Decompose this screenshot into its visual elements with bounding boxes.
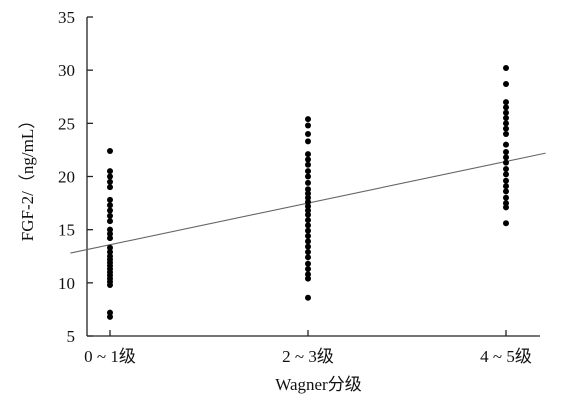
data-point <box>305 254 311 261</box>
data-point <box>107 202 113 209</box>
data-point <box>305 130 311 137</box>
data-point <box>503 177 509 184</box>
y-tick-label: 10 <box>58 274 75 293</box>
data-point <box>305 116 311 123</box>
data-point <box>305 294 311 301</box>
y-tick-label: 15 <box>58 221 75 240</box>
data-point <box>503 104 509 111</box>
y-axis-title: FGF-2/（ng/mL） <box>18 112 37 241</box>
data-point <box>503 120 509 127</box>
data-point <box>503 159 509 166</box>
x-tick-label: 4 ~ 5级 <box>480 347 532 366</box>
data-point <box>305 238 311 245</box>
data-point <box>503 99 509 106</box>
y-ticks: 5 10 15 20 25 30 35 <box>58 8 93 346</box>
data-point <box>107 196 113 203</box>
data-point <box>305 161 311 168</box>
y-tick-label: 25 <box>58 114 75 133</box>
data-point <box>305 260 311 267</box>
y-tick-label: 35 <box>58 8 75 27</box>
data-point <box>305 233 311 240</box>
data-points <box>107 65 509 320</box>
data-point <box>107 207 113 214</box>
data-point <box>107 178 113 185</box>
data-point <box>503 115 509 122</box>
y-tick-label: 5 <box>67 327 76 346</box>
data-point <box>305 179 311 186</box>
data-point <box>305 138 311 145</box>
data-point <box>305 190 311 197</box>
data-point <box>503 149 509 156</box>
data-point <box>503 204 509 211</box>
data-point <box>503 194 509 201</box>
data-point <box>503 141 509 148</box>
x-tick-label: 2 ~ 3级 <box>282 347 334 366</box>
data-point <box>107 309 113 316</box>
data-point <box>503 125 509 132</box>
data-point <box>503 200 509 207</box>
data-point <box>107 168 113 175</box>
data-point <box>503 65 509 72</box>
data-point <box>305 186 311 193</box>
data-point <box>503 130 509 137</box>
x-ticks: 0 ~ 1级 2 ~ 3级 4 ~ 5级 <box>84 330 532 366</box>
data-point <box>305 275 311 282</box>
data-point <box>107 230 113 237</box>
data-point <box>107 244 113 251</box>
data-point <box>305 217 311 224</box>
data-point <box>107 226 113 233</box>
data-point <box>107 212 113 219</box>
data-point <box>107 235 113 242</box>
data-point <box>107 248 113 255</box>
data-point <box>305 151 311 158</box>
data-point <box>305 168 311 175</box>
data-point <box>305 271 311 278</box>
data-point <box>107 218 113 225</box>
data-point <box>305 122 311 129</box>
data-point <box>305 243 311 250</box>
data-point <box>305 222 311 229</box>
data-point <box>503 109 509 116</box>
data-point <box>305 248 311 255</box>
data-point <box>305 203 311 210</box>
data-point <box>305 199 311 206</box>
data-point <box>107 147 113 154</box>
data-point <box>305 194 311 201</box>
data-point <box>305 207 311 214</box>
y-tick-label: 20 <box>58 168 75 187</box>
data-point <box>305 227 311 234</box>
x-axis-title: Wagner分级 <box>275 375 361 394</box>
data-point <box>503 183 509 190</box>
data-point <box>107 253 113 260</box>
axes <box>86 17 540 337</box>
x-tick-label: 0 ~ 1级 <box>84 347 136 366</box>
data-point <box>107 173 113 180</box>
data-point <box>503 80 509 87</box>
data-point <box>503 220 509 227</box>
data-point <box>305 173 311 180</box>
data-point <box>503 188 509 195</box>
data-point <box>503 171 509 178</box>
data-point <box>305 266 311 273</box>
y-tick-label: 30 <box>58 61 75 80</box>
data-point <box>503 154 509 161</box>
data-point <box>107 184 113 191</box>
data-point <box>305 156 311 163</box>
data-point <box>305 211 311 218</box>
data-point <box>503 166 509 173</box>
data-point <box>107 313 113 320</box>
